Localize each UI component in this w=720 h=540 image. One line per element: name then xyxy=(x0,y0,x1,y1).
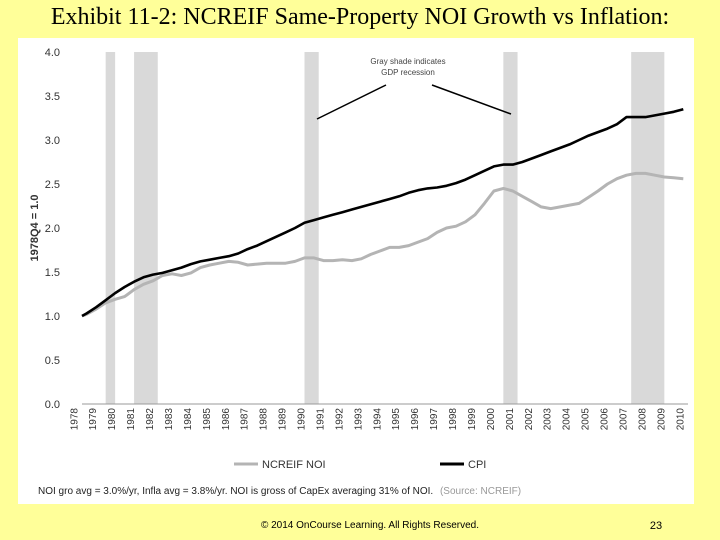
x-tick-label: 2008 xyxy=(637,408,648,431)
x-tick-label: 1999 xyxy=(467,408,478,431)
x-tick-label: 1996 xyxy=(410,408,421,431)
annotation-arrow-left xyxy=(316,84,387,120)
x-tick-label: 1981 xyxy=(126,408,137,431)
x-tick-label: 1986 xyxy=(221,408,232,431)
x-tick-label: 2002 xyxy=(524,408,535,431)
chart-footnote: NOI gro avg = 3.0%/yr, Infla avg = 3.8%/… xyxy=(38,486,521,497)
x-tick-label: 1987 xyxy=(240,408,251,431)
x-tick-label: 2009 xyxy=(656,408,667,431)
x-tick-label: 2005 xyxy=(581,408,592,431)
x-tick-label: 1985 xyxy=(202,408,213,431)
y-tick-label: 2.0 xyxy=(45,223,60,235)
x-tick-label: 2006 xyxy=(600,408,611,431)
chart-panel: 0.0 0.5 1.0 1.5 2.0 2.5 3.0 3.5 4.0 1978 1979 1980… xyxy=(18,38,694,504)
series-lines xyxy=(81,107,684,318)
x-tick-label: 1979 xyxy=(88,408,99,431)
y-tick-label: 2.5 xyxy=(45,179,60,191)
x-tick-label: 1997 xyxy=(429,408,440,431)
recession-band-4 xyxy=(631,52,665,404)
y-tick-label: 0.5 xyxy=(45,355,60,367)
x-tick-label: 1993 xyxy=(353,408,364,431)
slide-title: Exhibit 11-2: NCREIF Same-Property NOI G… xyxy=(50,4,670,30)
page-number: 23 xyxy=(649,520,663,532)
x-tick-label: 1989 xyxy=(278,408,289,431)
x-tick-label: 2003 xyxy=(543,408,554,431)
x-tick-label: 2004 xyxy=(562,408,573,431)
x-tick-label: 2007 xyxy=(618,408,629,431)
series-line-cpi xyxy=(81,107,684,318)
y-tick-label: 4.0 xyxy=(45,47,60,59)
x-tick-label: 2000 xyxy=(486,408,497,431)
x-tick-label: 2010 xyxy=(675,408,686,431)
x-tick-label: 1988 xyxy=(259,408,270,431)
recession-band-0 xyxy=(105,52,116,404)
x-tick-label: 1998 xyxy=(448,408,459,431)
x-tick-label: 2001 xyxy=(505,408,516,431)
series-line-ncreif-noi xyxy=(81,171,684,318)
x-tick-label: 1994 xyxy=(372,408,383,431)
x-tick-label: 1978 xyxy=(69,408,80,431)
x-tick-label: 1982 xyxy=(145,408,156,431)
y-tick-label: 0.0 xyxy=(45,399,60,411)
recession-band-2 xyxy=(304,52,319,404)
legend: NCREIF NOI CPI xyxy=(234,459,486,471)
copyright-text: © 2014 OnCourse Learning. All Rights Res… xyxy=(260,520,480,531)
source-text: (Source: NCREIF) xyxy=(440,486,521,497)
legend-cpi-label: CPI xyxy=(468,459,486,471)
recession-annotation: Gray shade indicates GDP recession xyxy=(316,57,512,120)
y-tick-label: 3.0 xyxy=(45,135,60,147)
annotation-text: Gray shade indicates GDP recession xyxy=(370,57,446,77)
x-tick-labels: 1978 1979 1980 1981 1982 1983 1984 1985 1986 1987… xyxy=(69,408,686,431)
footnote-text: NOI gro avg = 3.0%/yr, Infla avg = 3.8%/… xyxy=(38,486,433,497)
annotation-arrow-right xyxy=(431,84,512,115)
chart: 0.0 0.5 1.0 1.5 2.0 2.5 3.0 3.5 4.0 1978 1979 1980… xyxy=(29,47,688,497)
y-tick-label: 1.0 xyxy=(45,311,60,323)
x-tick-label: 1990 xyxy=(297,408,308,431)
legend-noi-label: NCREIF NOI xyxy=(262,459,326,471)
y-tick-label: 3.5 xyxy=(45,91,60,103)
recession-band-1 xyxy=(134,52,158,404)
x-tick-label: 1984 xyxy=(183,408,194,431)
recession-shading xyxy=(105,52,665,404)
x-tick-label: 1983 xyxy=(164,408,175,431)
y-axis-label: 1978Q4 = 1.0 xyxy=(29,195,41,262)
y-tick-label: 1.5 xyxy=(45,267,60,279)
x-tick-label: 1991 xyxy=(315,408,326,431)
x-tick-label: 1995 xyxy=(391,408,402,431)
y-tick-labels: 0.0 0.5 1.0 1.5 2.0 2.5 3.0 3.5 4.0 xyxy=(45,47,60,411)
x-tick-label: 1992 xyxy=(334,408,345,431)
x-tick-label: 1980 xyxy=(107,408,118,431)
recession-band-3 xyxy=(503,52,518,404)
